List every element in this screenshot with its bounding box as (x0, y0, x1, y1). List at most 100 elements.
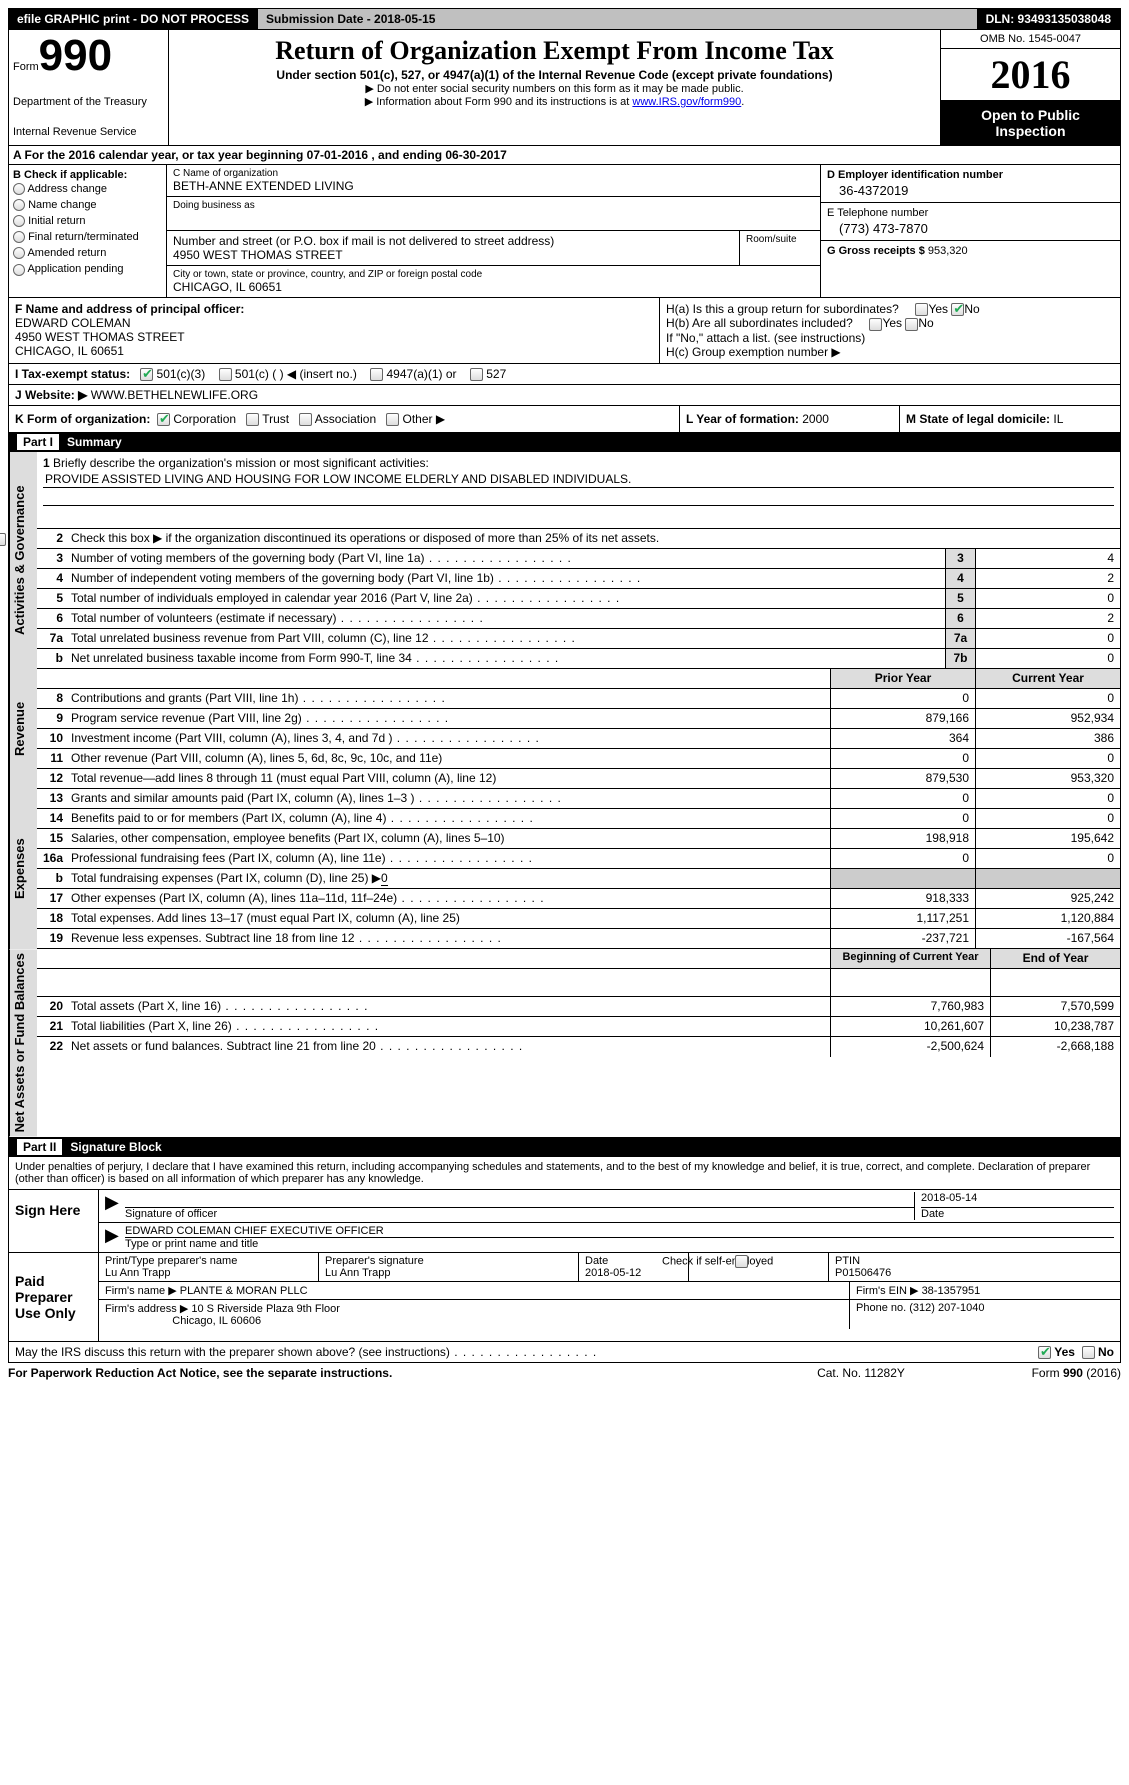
revenue-sidebar: Revenue (9, 669, 37, 789)
ssn-note: ▶ Do not enter social security numbers o… (175, 82, 934, 95)
501c-check[interactable] (219, 368, 232, 381)
form-number: 990 (39, 31, 112, 80)
section-c: C Name of organizationBETH-ANNE EXTENDED… (167, 165, 820, 297)
p15: 198,918 (830, 829, 975, 848)
section-m: M State of legal domicile: IL (900, 406, 1120, 432)
officer-city: CHICAGO, IL 60651 (15, 344, 124, 358)
bottom-line: For Paperwork Reduction Act Notice, see … (8, 1363, 1121, 1383)
line3-val: 4 (975, 549, 1120, 568)
ha-yes-check[interactable] (915, 303, 928, 316)
officer-label: F Name and address of principal officer: (15, 302, 244, 316)
form-label: Form (13, 61, 39, 73)
501c3-check[interactable] (140, 368, 153, 381)
street-label: Number and street (or P.O. box if mail i… (173, 234, 733, 248)
website: WWW.BETHELNEWLIFE.ORG (91, 388, 258, 402)
paid-preparer-label: Paid Preparer Use Only (9, 1253, 99, 1341)
gross-receipts-label: G Gross receipts $ (827, 245, 928, 257)
officer-street: 4950 WEST THOMAS STREET (15, 330, 185, 344)
ha-label: H(a) Is this a group return for subordin… (666, 302, 899, 316)
line5-val: 0 (975, 589, 1120, 608)
name-change-radio[interactable] (13, 199, 25, 211)
4947-check[interactable] (370, 368, 383, 381)
hb-label: H(b) Are all subordinates included? (666, 316, 853, 330)
initial-return-radio[interactable] (13, 215, 25, 227)
top-bar: efile GRAPHIC print - DO NOT PROCESS Sub… (8, 8, 1121, 30)
c14: 0 (975, 809, 1120, 828)
part1-header: Part ISummary (8, 433, 1121, 452)
cat-no: Cat. No. 11282Y (761, 1366, 961, 1380)
irs-link[interactable]: www.IRS.gov/form990 (632, 96, 741, 108)
section-h: H(a) Is this a group return for subordin… (660, 298, 1120, 363)
state-domicile: IL (1053, 412, 1063, 426)
c13: 0 (975, 789, 1120, 808)
c22: -2,668,188 (990, 1037, 1120, 1057)
dba-label: Doing business as (173, 200, 814, 211)
association-check[interactable] (299, 413, 312, 426)
preparer-date: 2018-05-12 (585, 1267, 641, 1279)
block-klm: K Form of organization: Corporation Trus… (8, 406, 1121, 433)
trust-check[interactable] (246, 413, 259, 426)
hc-label: H(c) Group exemption number ▶ (666, 345, 1114, 359)
discuss-line: May the IRS discuss this return with the… (8, 1342, 1121, 1363)
hb-note: If "No," attach a list. (see instruction… (666, 331, 1114, 345)
p16a: 0 (830, 849, 975, 868)
section-k: K Form of organization: Corporation Trus… (9, 406, 680, 432)
form-title: Return of Organization Exempt From Incom… (175, 36, 934, 66)
corporation-check[interactable] (157, 413, 170, 426)
dln: DLN: 93493135038048 (978, 9, 1120, 29)
address-change-radio[interactable] (13, 183, 25, 195)
c11: 0 (975, 749, 1120, 768)
room-suite-label: Room/suite (740, 231, 820, 265)
open-inspection: Open to Public Inspection (941, 101, 1120, 145)
perjury-statement: Under penalties of perjury, I declare th… (9, 1157, 1120, 1190)
governance-sidebar: Activities & Governance (9, 452, 37, 669)
amended-return-radio[interactable] (13, 247, 25, 259)
p11: 0 (830, 749, 975, 768)
p17: 918,333 (830, 889, 975, 908)
efile-label: efile GRAPHIC print - DO NOT PROCESS (9, 9, 258, 29)
governance-table: Activities & Governance 1 Briefly descri… (8, 452, 1121, 669)
527-check[interactable] (470, 368, 483, 381)
firm-addr1: 10 S Riverside Plaza 9th Floor (191, 1303, 340, 1315)
final-return-radio[interactable] (13, 231, 25, 243)
self-employed-check[interactable] (735, 1255, 748, 1268)
section-j: J Website: ▶ WWW.BETHELNEWLIFE.ORG (8, 385, 1121, 406)
section-f: F Name and address of principal officer:… (9, 298, 660, 363)
info-note: ▶ Information about Form 990 and its ins… (175, 95, 934, 108)
ein: 36-4372019 (827, 181, 1114, 198)
firm-name: PLANTE & MORAN PLLC (180, 1285, 308, 1297)
hb-no-check[interactable] (905, 318, 918, 331)
section-l: L Year of formation: 2000 (680, 406, 900, 432)
b-label: B Check if applicable: (13, 169, 162, 181)
ptin: P01506476 (835, 1267, 891, 1279)
application-pending-radio[interactable] (13, 264, 25, 276)
p19: -237,721 (830, 929, 975, 948)
end-year-hdr: End of Year (990, 949, 1120, 968)
block-bcd: B Check if applicable: Address change Na… (8, 165, 1121, 298)
line6-val: 2 (975, 609, 1120, 628)
discuss-yes-check[interactable] (1038, 1346, 1051, 1359)
ha-no-check[interactable] (951, 303, 964, 316)
c9: 952,934 (975, 709, 1120, 728)
c20: 7,570,599 (990, 997, 1120, 1016)
firm-phone: (312) 207-1040 (909, 1302, 984, 1314)
form-header: Form990 Department of the Treasury Inter… (8, 30, 1121, 146)
c18: 1,120,884 (975, 909, 1120, 928)
preparer-sig: Lu Ann Trapp (325, 1267, 390, 1279)
phone: (773) 473-7870 (827, 219, 1114, 236)
discuss-no-check[interactable] (1082, 1346, 1095, 1359)
line7a-val: 0 (975, 629, 1120, 648)
c21: 10,238,787 (990, 1017, 1120, 1036)
line2-check[interactable] (0, 533, 6, 546)
other-check[interactable] (386, 413, 399, 426)
l16b-val: 0 (381, 871, 388, 886)
p22: -2,500,624 (830, 1037, 990, 1057)
org-name-label: C Name of organization (173, 168, 814, 179)
c12: 953,320 (975, 769, 1120, 788)
hb-yes-check[interactable] (869, 318, 882, 331)
beg-year-hdr: Beginning of Current Year (830, 949, 990, 968)
p9: 879,166 (830, 709, 975, 728)
c17: 925,242 (975, 889, 1120, 908)
expenses-sidebar: Expenses (9, 789, 37, 949)
line4-val: 2 (975, 569, 1120, 588)
